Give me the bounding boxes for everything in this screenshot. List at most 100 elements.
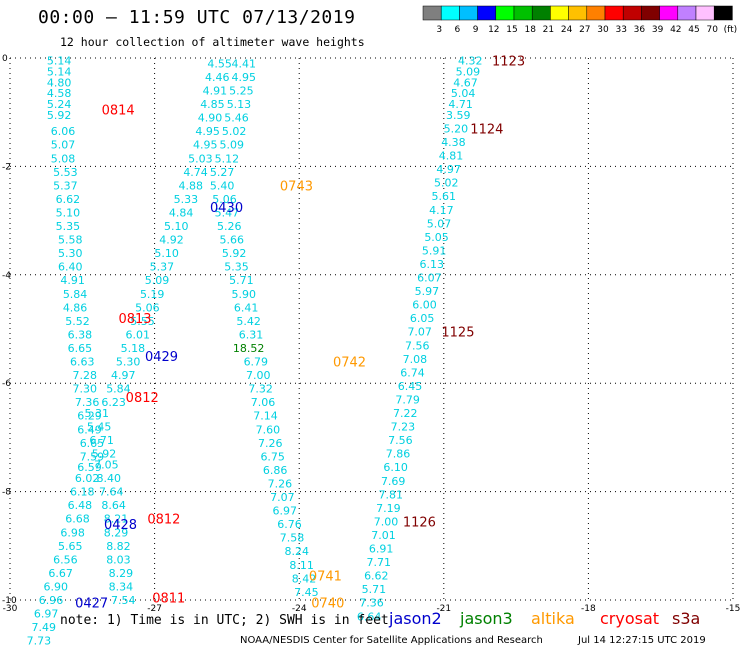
wave-height-point: 5.02 — [434, 177, 459, 190]
wave-height-point: 7.64 — [99, 486, 124, 499]
units-note: note: 1) Time is in UTC; 2) SWH is in fe… — [60, 613, 389, 628]
wave-height-point: 7.79 — [395, 393, 420, 406]
wave-height-point: 7.81 — [379, 488, 404, 501]
colorbar-label: 6 — [455, 25, 461, 35]
wave-height-point: 6.75 — [260, 450, 285, 463]
wave-height-point: 6.29 — [77, 410, 102, 423]
y-tick-label: -10 — [2, 596, 17, 606]
wave-height-point: 5.03 — [188, 152, 213, 165]
wave-height-point: 5.07 — [51, 139, 76, 152]
pass-time-label: 1125 — [441, 326, 474, 341]
wave-height-point: 5.37 — [53, 179, 78, 192]
wave-height-point: 8.29 — [104, 526, 129, 539]
wave-height-point: 5.52 — [65, 315, 90, 328]
wave-height-point: 7.60 — [256, 423, 281, 436]
wave-height-point: 5.09 — [456, 66, 481, 79]
wave-height-point: 5.35 — [56, 220, 81, 233]
wave-height-point: 5.97 — [415, 285, 440, 298]
pass-time-label: 0811 — [152, 591, 185, 606]
wave-height-point: 7.23 — [391, 421, 416, 434]
wave-height-point: 5.92 — [92, 448, 117, 461]
wave-height-point: 5.27 — [210, 166, 235, 179]
wave-height-point: 6.67 — [48, 567, 73, 580]
wave-height-point: 5.71 — [362, 583, 387, 596]
wave-height-point: 7.26 — [268, 477, 293, 490]
wave-height-point: 7.36 — [359, 597, 384, 610]
pass-time-label: 1126 — [403, 515, 436, 530]
y-tick-label: 0 — [2, 54, 8, 64]
wave-height-point: 6.97 — [34, 608, 59, 621]
y-tick-label: -4 — [2, 271, 11, 281]
pass-time-label: 0812 — [147, 513, 180, 528]
pass-time-label: 0427 — [75, 597, 108, 612]
wave-height-point: 7.07 — [270, 491, 295, 504]
wave-height-point: 7.05 — [94, 459, 119, 472]
pass-time-label: 0430 — [210, 201, 243, 216]
x-tick-label: -21 — [436, 604, 451, 614]
colorbar-label: 30 — [597, 25, 609, 35]
pass-time-label: 0814 — [102, 103, 135, 118]
wave-height-point: 8.42 — [292, 572, 317, 585]
x-tick-label: -15 — [726, 604, 740, 614]
wave-height-point: 6.68 — [65, 513, 90, 526]
wave-height-point: 6.45 — [398, 380, 423, 393]
colorbar-label: 15 — [506, 25, 517, 35]
wave-height-point: 5.40 — [210, 179, 235, 192]
wave-height-point: 7.14 — [253, 410, 278, 423]
wave-height-point: 6.71 — [89, 434, 114, 447]
legend-jason2: jason2 — [389, 609, 442, 628]
wave-height-point: 5.92 — [47, 109, 72, 122]
wave-height-point: 5.30 — [116, 356, 141, 369]
colorbar-label: 24 — [561, 25, 573, 35]
wave-height-point: 6.18 — [70, 486, 95, 499]
y-tick-label: -2 — [2, 162, 11, 172]
wave-height-point: 3.59 — [446, 109, 471, 122]
wave-height-point: 6.48 — [68, 499, 93, 512]
wave-height-point: 4.95 — [193, 139, 218, 152]
wave-height-point: 6.06 — [51, 125, 76, 138]
wave-height-point: 4.90 — [198, 112, 223, 125]
wave-height-point: 7.69 — [381, 475, 406, 488]
legend-altika: altika — [531, 609, 575, 628]
wave-height-point: 5.84 — [63, 288, 88, 301]
wave-height-point: 4.58 — [47, 87, 72, 100]
wave-height-point: 5.19 — [140, 288, 165, 301]
colorbar-label: 39 — [652, 25, 664, 35]
wave-height-point: 7.08 — [403, 353, 428, 366]
color-scale-legend: 3 6 9 12 15 18 21 24 27 30 33 36 39 42 45 70 (ft) — [422, 5, 737, 35]
wave-height-point: 7.56 — [388, 434, 413, 447]
wave-height-point: 5.09 — [145, 274, 170, 287]
wave-height-point: 6.86 — [263, 464, 288, 477]
wave-height-point: 4.81 — [439, 150, 464, 163]
wave-height-point: 4.97 — [436, 163, 461, 176]
pass-time-label: 1124 — [470, 122, 503, 137]
pass-time-label: 0740 — [311, 597, 344, 612]
wave-height-point: 7.00 — [374, 515, 399, 528]
colorbar-label: 27 — [579, 25, 590, 35]
wave-height-point: 7.26 — [258, 437, 283, 450]
wave-height-point: 8.03 — [106, 553, 131, 566]
wave-height-point: 4.55 — [207, 57, 232, 70]
wave-height-point: 5.12 — [215, 152, 240, 165]
wave-height-point: 6.10 — [383, 461, 408, 474]
colorbar-label: 18 — [524, 25, 536, 35]
wave-height-point: 7.56 — [405, 339, 430, 352]
wave-height-point: 5.92 — [222, 247, 247, 260]
wave-height-point: 5.18 — [121, 342, 146, 355]
wave-height-point: 7.36 — [75, 396, 100, 409]
wave-height-point: 8.82 — [106, 540, 131, 553]
wave-height-point: 7.06 — [251, 396, 276, 409]
wave-height-point: 5.31 — [85, 407, 110, 420]
colorbar-label: 21 — [543, 25, 554, 35]
wave-height-point: 8.64 — [101, 499, 126, 512]
colorbar-label: 45 — [688, 25, 699, 35]
wave-height-point: 5.02 — [222, 125, 247, 138]
wave-height-point: 7.19 — [376, 502, 401, 515]
wave-height-point: 6.59 — [77, 461, 102, 474]
x-tick-label: -30 — [3, 604, 18, 614]
wave-height-point: 5.53 — [53, 166, 78, 179]
wave-height-point: 6.40 — [58, 261, 83, 274]
wave-height-point: 5.37 — [150, 261, 175, 274]
wave-height-point: 5.33 — [174, 193, 199, 206]
